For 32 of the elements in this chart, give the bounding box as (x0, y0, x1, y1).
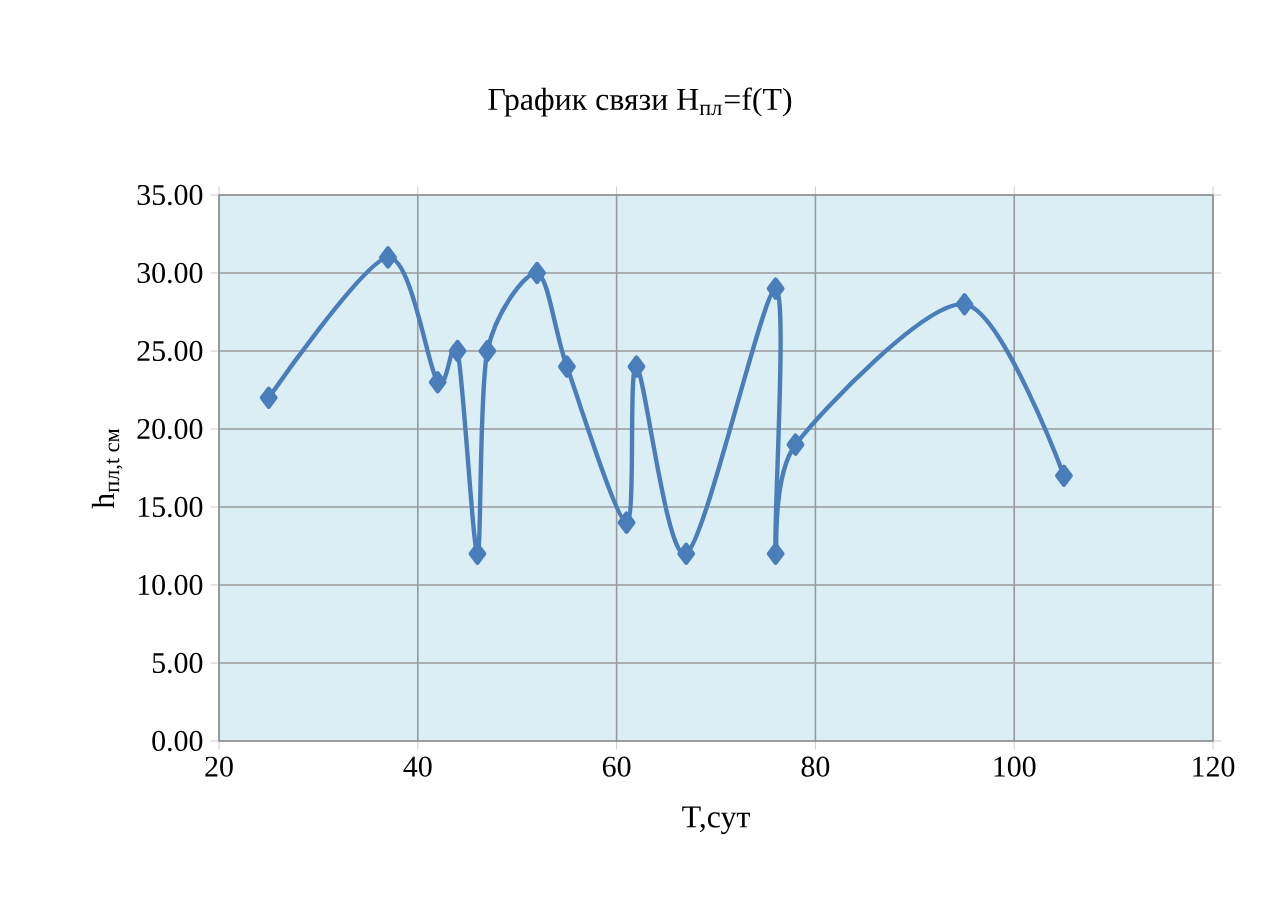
point (379, 246, 397, 269)
y-tick-label: 5.00 (152, 652, 203, 674)
y-tick-label: 20.00 (137, 418, 203, 440)
x-tick-label: 100 (994, 756, 1036, 777)
point (557, 355, 576, 378)
x-axis-title: T,сут (682, 806, 750, 835)
chart-title: График связи H$_{пл}$=f(T) (488, 87, 792, 117)
point (677, 542, 696, 565)
x-tick-label: 20 (205, 756, 233, 777)
point (617, 511, 636, 534)
point (786, 433, 805, 456)
point (428, 371, 447, 394)
y-tick-label: 25.00 (137, 340, 203, 362)
point (627, 355, 646, 378)
point (528, 261, 546, 285)
y-tick-label: 15.00 (138, 496, 203, 518)
x-tick-label: 120 (1193, 756, 1235, 777)
point (955, 293, 974, 316)
x-tick-label: 60 (602, 756, 631, 777)
point (766, 542, 785, 565)
point (259, 386, 278, 409)
x-tick-label: 80 (801, 756, 830, 777)
point (766, 277, 785, 300)
y-tick-label: 35.00 (137, 184, 203, 206)
y-axis-title: $\text{h}_{\text{пл,t см}}$ (91, 428, 123, 509)
point (1055, 464, 1073, 487)
point (478, 339, 497, 363)
point (448, 339, 467, 363)
y-tick-label: 0.00 (152, 730, 203, 752)
y-tick-label: 10.00 (138, 574, 203, 596)
y-tick-label: 30.00 (137, 262, 203, 284)
x-tick-label: 40 (403, 756, 432, 777)
